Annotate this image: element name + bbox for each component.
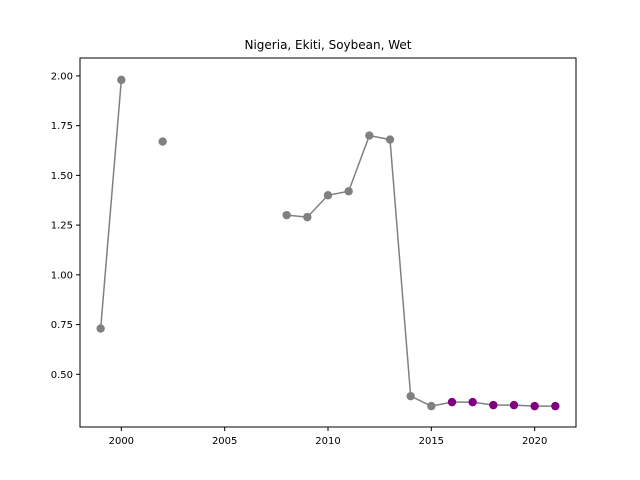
- y-tick-label: 1.75: [51, 121, 73, 132]
- data-point: [530, 401, 539, 411]
- data-point: [447, 397, 457, 407]
- data-point: [509, 400, 519, 410]
- data-point: [96, 324, 105, 333]
- y-tick-label: 0.75: [51, 320, 73, 331]
- data-point: [117, 75, 126, 85]
- data-point: [468, 397, 477, 407]
- data-point: [551, 401, 560, 411]
- y-tick-label: 0.50: [51, 370, 73, 381]
- x-tick-label: 2010: [315, 436, 340, 447]
- data-point: [406, 391, 415, 401]
- series-line-segment: [286, 134, 556, 407]
- series-lines: [99, 79, 556, 407]
- data-point: [365, 131, 374, 140]
- y-tick-label: 1.50: [51, 171, 73, 182]
- plot-area-frame: [79, 57, 577, 428]
- series-line-segment: [99, 79, 123, 329]
- y-tick-label: 2.00: [51, 71, 73, 82]
- x-tick-label: 2015: [419, 436, 444, 447]
- data-point: [282, 210, 291, 220]
- x-tick-label: 2020: [522, 436, 547, 447]
- x-tick-label: 2000: [109, 436, 134, 447]
- data-point: [344, 187, 353, 196]
- data-point: [427, 401, 436, 411]
- y-axis: 0.50 0.75 1.00 1.25 1.50 1.75 2.00: [51, 71, 80, 381]
- series-points: [96, 75, 560, 411]
- data-point: [385, 135, 395, 144]
- data-point: [158, 137, 167, 146]
- chart-title: Nigeria, Ekiti, Soybean, Wet: [245, 38, 412, 52]
- x-axis: 2000 2005 2010 2015 2020: [109, 427, 547, 447]
- data-point: [303, 212, 312, 222]
- data-point: [489, 400, 498, 410]
- x-tick-label: 2005: [212, 436, 237, 447]
- data-point: [323, 191, 333, 200]
- y-tick-label: 1.25: [51, 221, 73, 232]
- y-tick-label: 1.00: [51, 270, 73, 281]
